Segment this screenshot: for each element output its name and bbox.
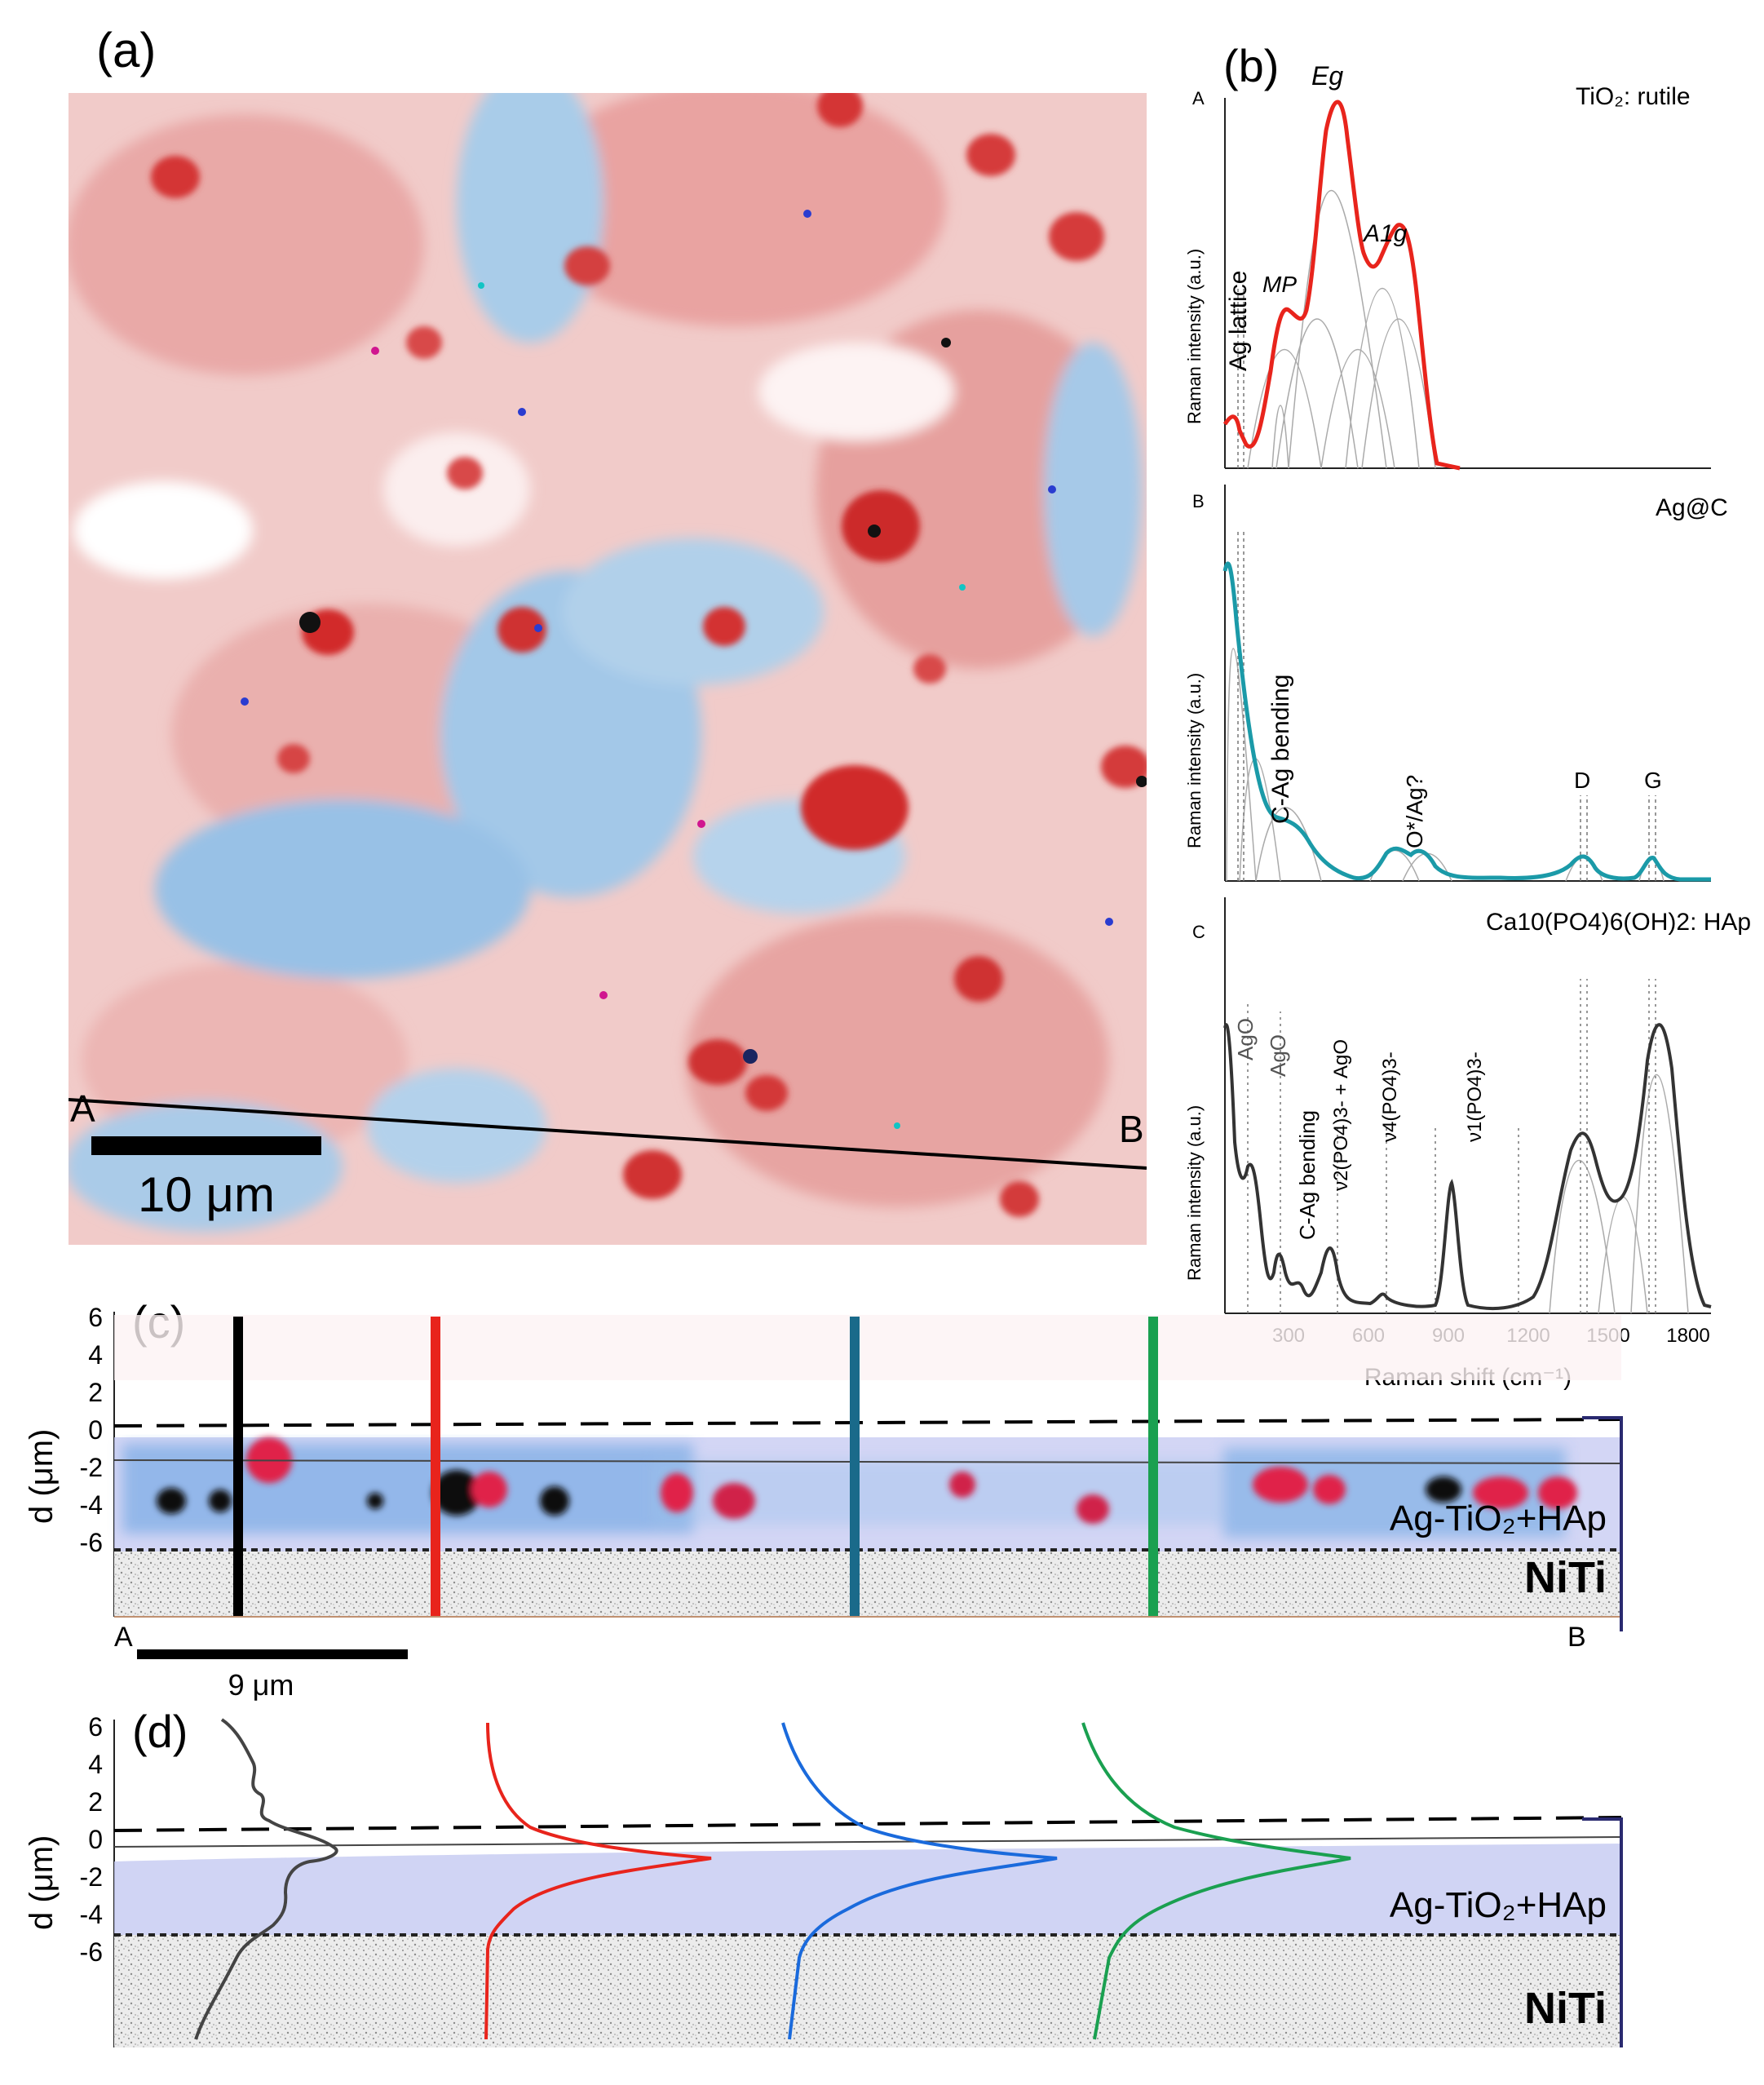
panel-a: (a) xyxy=(69,23,1147,1245)
c-substrate xyxy=(114,1550,1621,1617)
c-ytick-m6: -6 xyxy=(80,1528,103,1557)
d-profile-blue xyxy=(781,1722,1058,2040)
d-substrate-label: NiTi xyxy=(1524,1984,1607,2033)
spectrum-a-ylabel: Raman intensity (a.u.) xyxy=(1184,249,1205,424)
peak-c-ago-2: AgO xyxy=(1266,1034,1290,1077)
raman-map xyxy=(69,93,1147,1245)
d-ytick-0: 0 xyxy=(88,1825,103,1854)
panel-b-label: (b) xyxy=(1223,40,1279,91)
spectrum-b-ylabel: Raman intensity (a.u.) xyxy=(1184,673,1205,848)
spectrum-b: B Ag@C Raman intensity (a.u.) xyxy=(1184,485,1728,882)
d-ytick-4: 4 xyxy=(88,1750,103,1779)
peak-b-g: G xyxy=(1644,768,1662,793)
c-point-b: B xyxy=(1567,1622,1586,1653)
spectrum-b-letter: B xyxy=(1192,491,1205,511)
peak-c-c-ag: C-Ag bending xyxy=(1295,1110,1320,1240)
d-profiles xyxy=(194,1718,1351,2040)
peak-a-eg: Eg xyxy=(1311,61,1343,91)
d-profile-black xyxy=(194,1718,338,2040)
d-layer xyxy=(114,1844,1621,1935)
d-ytick-m2: -2 xyxy=(80,1862,103,1892)
c-ytick-m2: -2 xyxy=(80,1453,103,1482)
d-ytick-2: 2 xyxy=(88,1787,103,1817)
spectrum-a-letter: A xyxy=(1192,88,1205,108)
spectrum-a: A TiO₂: rutile Raman intensity (a.u.) Ag… xyxy=(1184,61,1711,471)
peak-b-c-ag: C-Ag bending xyxy=(1267,675,1294,824)
c-ytick-2: 2 xyxy=(88,1378,103,1407)
map-texture xyxy=(69,93,1142,1232)
d-dashed-top xyxy=(113,1816,1622,1832)
c-dashed-top xyxy=(113,1418,1622,1428)
c-line-blue xyxy=(850,1317,860,1617)
peak-c-v1: ν1(PO4)3- xyxy=(1464,1051,1486,1142)
panel-d: (d) d (μm) 6 4 2 0 -2 -4 -6 Ag-TiO₂+HAp … xyxy=(24,1706,1623,2047)
c-ytick-4: 4 xyxy=(88,1340,103,1370)
d-ytick-m6: -6 xyxy=(80,1937,103,1967)
c-vertical-lines xyxy=(233,1317,1158,1617)
c-ytick-m4: -4 xyxy=(80,1490,103,1520)
panel-d-ylabel: d (μm) xyxy=(24,1835,60,1930)
c-ytick-6: 6 xyxy=(88,1303,103,1332)
c-ytick-0: 0 xyxy=(88,1415,103,1445)
d-ytick-6: 6 xyxy=(88,1712,103,1742)
scalebar-c xyxy=(137,1649,408,1659)
peak-a-mp: MP xyxy=(1262,272,1297,297)
xtick-1800: 1800 xyxy=(1666,1325,1709,1347)
c-line-black xyxy=(233,1317,243,1617)
d-layer-label: Ag-TiO₂+HAp xyxy=(1390,1885,1607,1925)
spectrum-c-title: Ca10(PO4)6(OH)2: HAp xyxy=(1486,909,1751,936)
c-line-green xyxy=(1148,1317,1158,1617)
d-ytick-m4: -4 xyxy=(80,1900,103,1929)
scalebar-a xyxy=(91,1136,321,1155)
c-substrate-label: NiTi xyxy=(1524,1553,1607,1602)
peak-a-ag-lattice: Ag lattice xyxy=(1225,271,1252,371)
line-a-b xyxy=(69,1098,1147,1170)
map-particles xyxy=(241,210,1147,1129)
c-line-red xyxy=(431,1317,440,1617)
scalebar-a-label: 10 μm xyxy=(138,1167,275,1222)
spectrum-b-title: Ag@C xyxy=(1656,494,1728,521)
panel-a-label: (a) xyxy=(96,23,156,77)
point-a-label: A xyxy=(70,1087,95,1130)
panel-c-ylabel: d (μm) xyxy=(24,1429,60,1524)
panel-b: (b) A TiO₂: rutile Raman intensity (a.u.… xyxy=(1184,40,1751,1391)
spectrum-c-letter: C xyxy=(1192,922,1205,942)
c-hotspots xyxy=(157,1437,1577,1524)
d-substrate xyxy=(114,1935,1621,2047)
d-profile-red xyxy=(484,1722,712,2040)
spectrum-c-curve xyxy=(1223,1023,1712,1311)
spectrum-b-curve xyxy=(1222,561,1711,882)
c-point-a: A xyxy=(114,1622,133,1653)
scalebar-c-label: 9 μm xyxy=(228,1668,294,1702)
spectrum-a-title: TiO₂: rutile xyxy=(1576,83,1691,110)
peak-b-d: D xyxy=(1574,768,1590,793)
peak-a-a1g: A1g xyxy=(1362,220,1408,247)
peak-c-v4: ν4(PO4)3- xyxy=(1379,1051,1401,1142)
panel-c: (c) d (μm) 6 4 2 0 -2 -4 -6 xyxy=(24,1296,1623,1702)
peak-b-o-ag: O*/Ag? xyxy=(1402,775,1427,848)
map-hotspots xyxy=(151,93,1147,1217)
spectrum-c-ylabel: Raman intensity (a.u.) xyxy=(1184,1105,1205,1281)
point-b-label: B xyxy=(1119,1108,1144,1150)
spectrum-a-curve xyxy=(1222,100,1461,471)
peak-c-ago-1: AgO xyxy=(1233,1018,1258,1060)
d-profile-green xyxy=(1081,1722,1351,2040)
panel-d-label: (d) xyxy=(132,1706,188,1757)
c-layer-label: Ag-TiO₂+HAp xyxy=(1390,1498,1607,1538)
peak-c-v2: ν2(PO4)3- + AgO xyxy=(1330,1039,1352,1191)
